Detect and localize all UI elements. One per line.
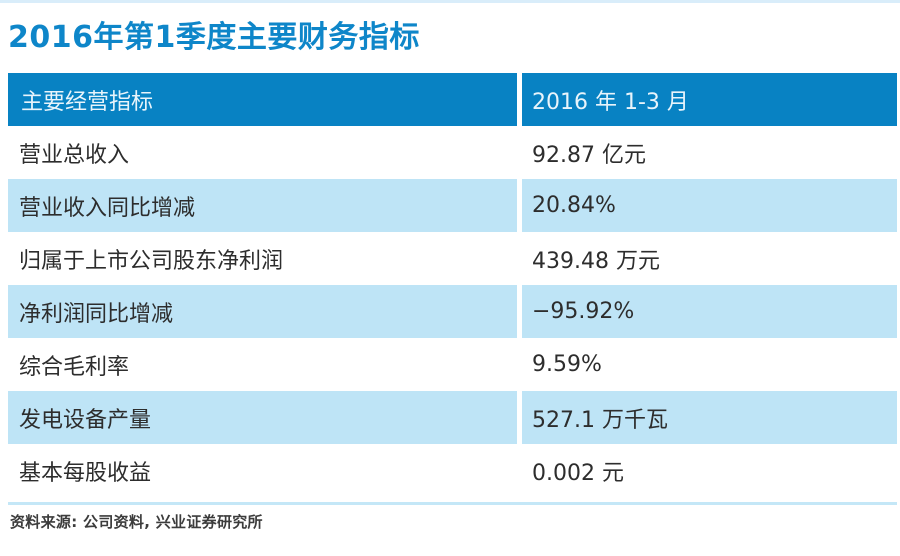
table-row: 综合毛利率 9.59% — [8, 338, 897, 391]
row-value: 527.1 万千瓦 — [517, 391, 897, 444]
table-row: 发电设备产量 527.1 万千瓦 — [8, 391, 897, 444]
row-label: 发电设备产量 — [19, 407, 152, 433]
header-indicator-column: 主要经营指标 — [21, 89, 154, 115]
table-row: 营业总收入 92.87 亿元 — [8, 126, 897, 179]
financial-indicators-table: 主要经营指标 2016 年 1-3 月 营业总收入 92.87 亿元 营业收入同… — [8, 73, 897, 497]
bottom-divider-rule — [8, 502, 897, 505]
table-row: 基本每股收益 0.002 元 — [8, 444, 897, 497]
header-period-column: 2016 年 1-3 月 — [517, 73, 897, 126]
table-row: 归属于上市公司股东净利润 439.48 万元 — [8, 232, 897, 285]
top-accent-strip — [0, 0, 900, 3]
table-row: 净利润同比增减 −95.92% — [8, 285, 897, 338]
row-value: 20.84% — [517, 179, 897, 232]
table-header-row: 主要经营指标 2016 年 1-3 月 — [8, 73, 897, 126]
row-label: 净利润同比增减 — [19, 301, 174, 327]
row-label: 综合毛利率 — [19, 354, 130, 380]
row-value: 439.48 万元 — [517, 232, 897, 285]
page-title: 2016年第1季度主要财务指标 — [8, 20, 420, 55]
row-value: 0.002 元 — [517, 444, 897, 497]
source-note: 资料来源: 公司资料, 兴业证券研究所 — [10, 513, 263, 531]
row-value: 9.59% — [517, 338, 897, 391]
row-label: 归属于上市公司股东净利润 — [19, 248, 284, 274]
row-value: 92.87 亿元 — [517, 126, 897, 179]
row-label: 营业总收入 — [19, 142, 130, 168]
row-label: 营业收入同比增减 — [19, 195, 196, 221]
table-row: 营业收入同比增减 20.84% — [8, 179, 897, 232]
row-value: −95.92% — [517, 285, 897, 338]
row-label: 基本每股收益 — [19, 460, 152, 486]
